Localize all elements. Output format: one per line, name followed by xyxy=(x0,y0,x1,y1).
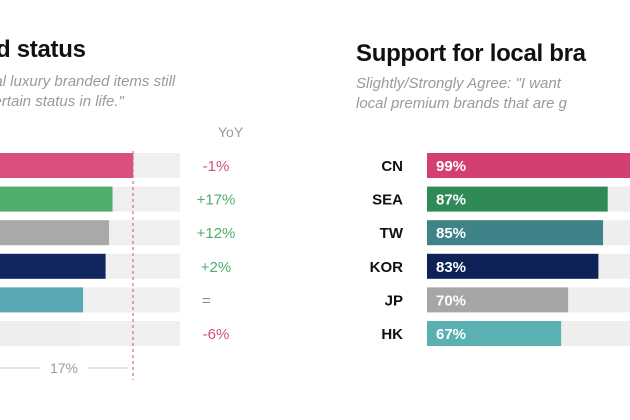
left-yoy-value: -6% xyxy=(203,326,230,343)
left-chart-title: d status xyxy=(0,36,86,63)
right-bar xyxy=(427,186,608,212)
right-bar xyxy=(427,153,630,178)
left-yoy-value: +17% xyxy=(197,192,236,209)
right-chart-title: Support for local bra xyxy=(356,40,586,67)
left-bar xyxy=(0,253,106,279)
right-category-label: CN xyxy=(381,158,403,175)
right-subtitle-line-1: Slightly/Strongly Agree: "I want xyxy=(356,75,561,92)
right-value-label: 67% xyxy=(436,326,466,343)
right-value-label: 85% xyxy=(436,225,466,242)
left-yoy-value: +12% xyxy=(197,225,236,242)
left-subtitle-line-1: nal luxury branded items still xyxy=(0,73,176,90)
left-yoy-value: = xyxy=(202,292,211,309)
left-reference-label: 17% xyxy=(50,360,78,376)
right-bar xyxy=(427,321,562,346)
right-bar xyxy=(427,220,604,246)
right-value-label: 87% xyxy=(436,192,466,209)
right-bar xyxy=(427,253,599,279)
right-chart-subtitle: Slightly/Strongly Agree: "I want local p… xyxy=(356,74,567,114)
left-bar xyxy=(0,153,134,178)
left-bar xyxy=(0,321,78,346)
left-bar xyxy=(0,287,84,313)
left-subtitle-line-2: certain status in life." xyxy=(0,93,124,110)
right-category-label: TW xyxy=(380,225,404,242)
right-value-label: 70% xyxy=(436,292,466,309)
left-bar xyxy=(0,220,110,246)
right-category-label: SEA xyxy=(372,192,403,209)
right-category-label: JP xyxy=(385,292,403,309)
right-category-label: HK xyxy=(381,326,403,343)
right-subtitle-line-2: local premium brands that are g xyxy=(356,95,567,112)
left-yoy-value: -1% xyxy=(203,158,230,175)
right-category-label: KOR xyxy=(370,259,404,276)
left-yoy-value: +2% xyxy=(201,259,231,276)
left-yoy-header: YoY xyxy=(218,124,244,140)
right-bar xyxy=(427,287,569,313)
right-value-label: 99% xyxy=(436,158,466,175)
left-bar xyxy=(0,186,113,212)
right-value-label: 83% xyxy=(436,259,466,276)
left-chart-subtitle: nal luxury branded items still certain s… xyxy=(0,72,175,112)
